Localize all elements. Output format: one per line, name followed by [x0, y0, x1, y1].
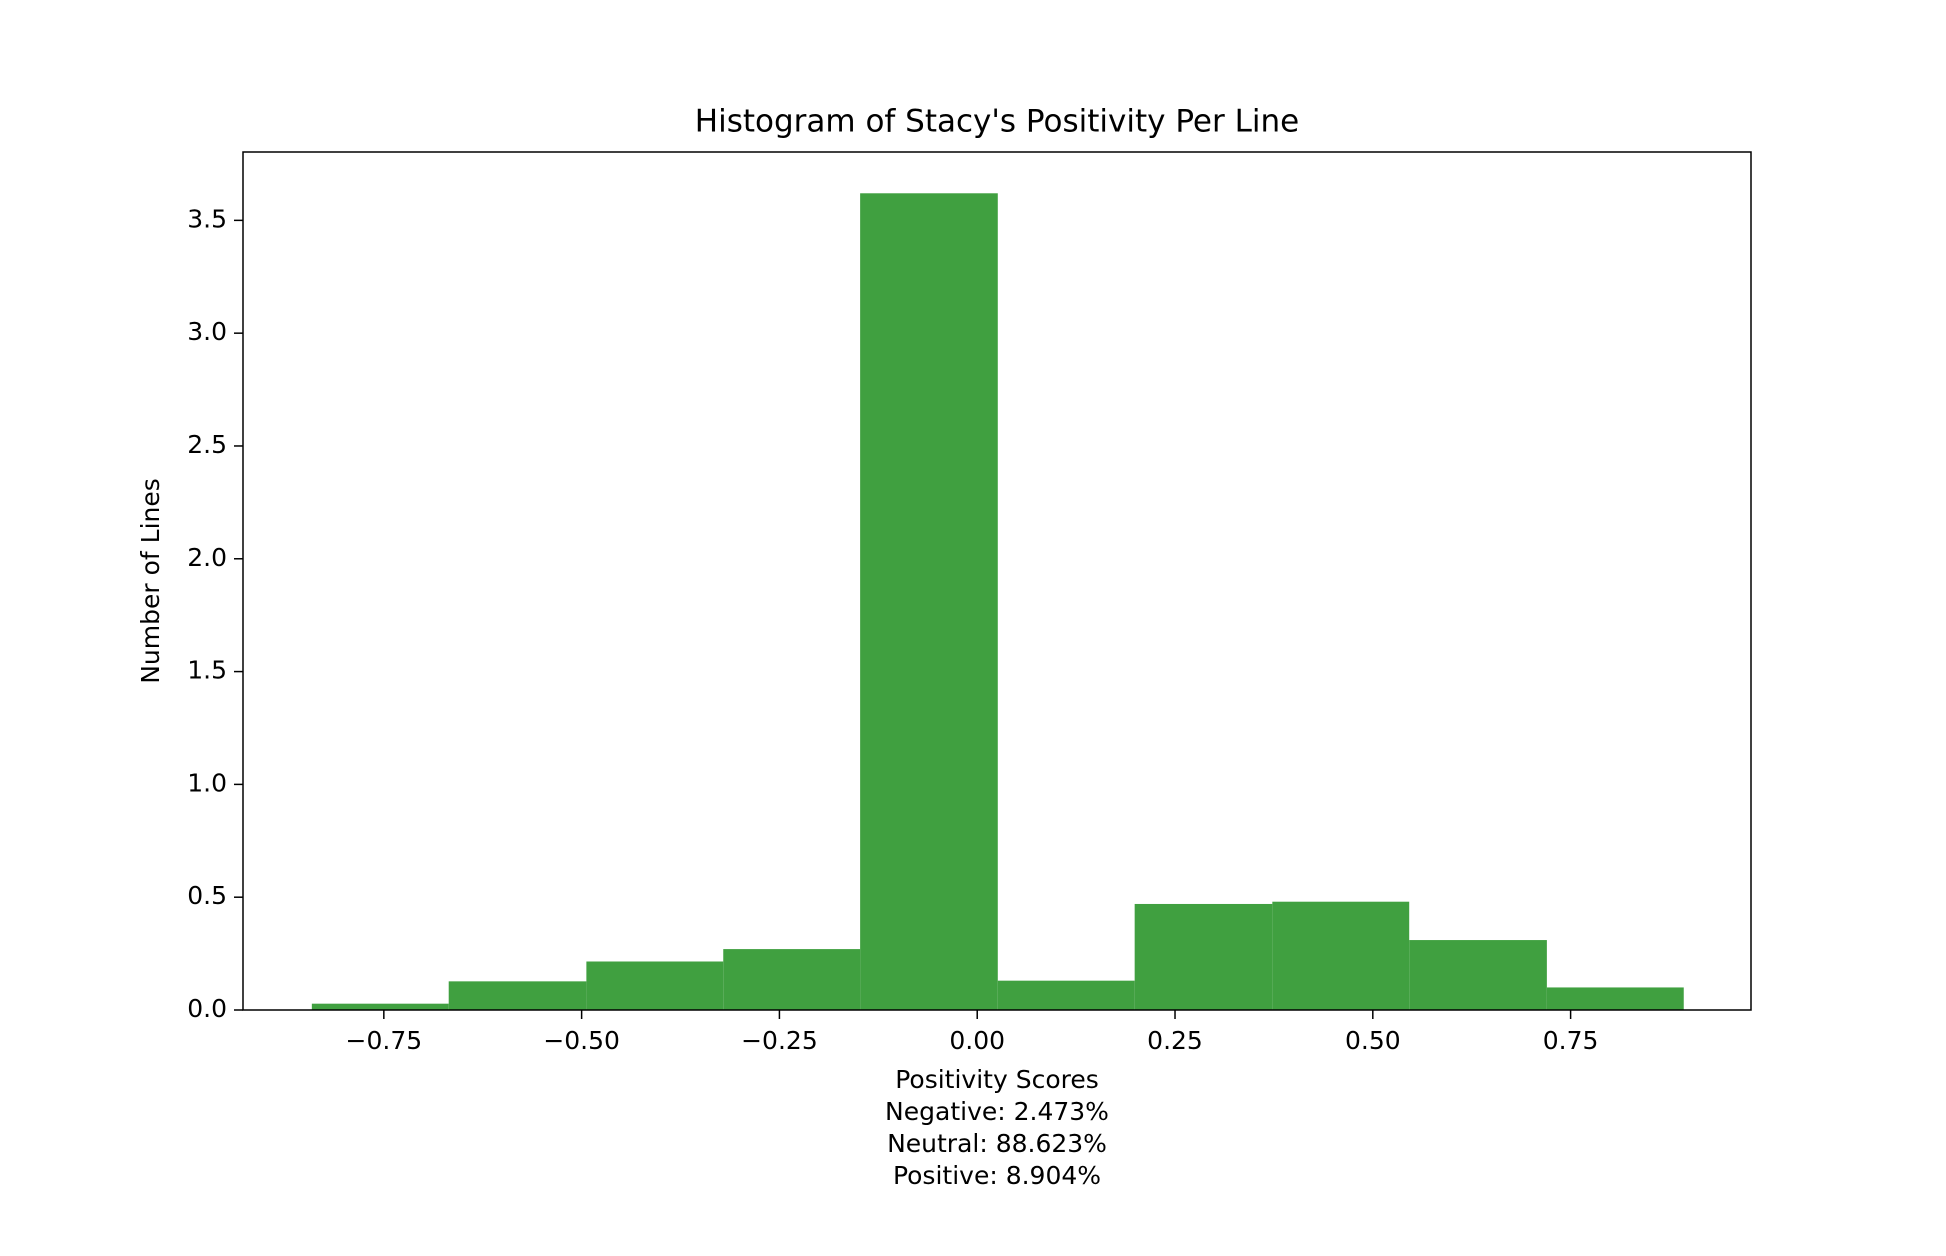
x-tick-label: −0.25: [741, 1026, 818, 1055]
bar: [1546, 987, 1684, 1010]
annotation: Negative: 2.473%: [885, 1097, 1109, 1126]
annotation: Neutral: 88.623%: [887, 1129, 1107, 1158]
x-tick-label: 0.75: [1543, 1026, 1599, 1055]
bar: [311, 1003, 449, 1010]
x-tick-label: −0.75: [346, 1026, 423, 1055]
y-tick-label: 1.5: [187, 656, 227, 685]
bar: [723, 949, 861, 1010]
bar: [860, 193, 998, 1011]
y-tick-label: 3.5: [187, 204, 227, 233]
bar: [997, 980, 1135, 1010]
y-tick-label: 2.0: [187, 543, 227, 572]
x-tick-label: −0.50: [543, 1026, 620, 1055]
bar: [1272, 901, 1410, 1010]
bar: [586, 961, 724, 1010]
x-tick-label: 0.00: [949, 1026, 1005, 1055]
y-tick-label: 1.0: [187, 768, 227, 797]
axes-frame: [242, 151, 1752, 1011]
y-tick-label: 0.5: [187, 881, 227, 910]
y-tick-label: 0.0: [187, 994, 227, 1023]
x-tick-label: 0.50: [1345, 1026, 1401, 1055]
x-axis-label: Positivity Scores: [895, 1065, 1099, 1094]
bar: [1134, 903, 1273, 1010]
annotation: Positive: 8.904%: [893, 1161, 1101, 1190]
y-tick-label: 2.5: [187, 430, 227, 459]
bar: [448, 981, 587, 1010]
y-tick-label: 3.0: [187, 317, 227, 346]
bar: [1409, 940, 1547, 1010]
y-axis-label: Number of Lines: [136, 478, 165, 684]
chart-title: Histogram of Stacy's Positivity Per Line: [695, 104, 1299, 140]
x-tick-label: 0.25: [1147, 1026, 1203, 1055]
